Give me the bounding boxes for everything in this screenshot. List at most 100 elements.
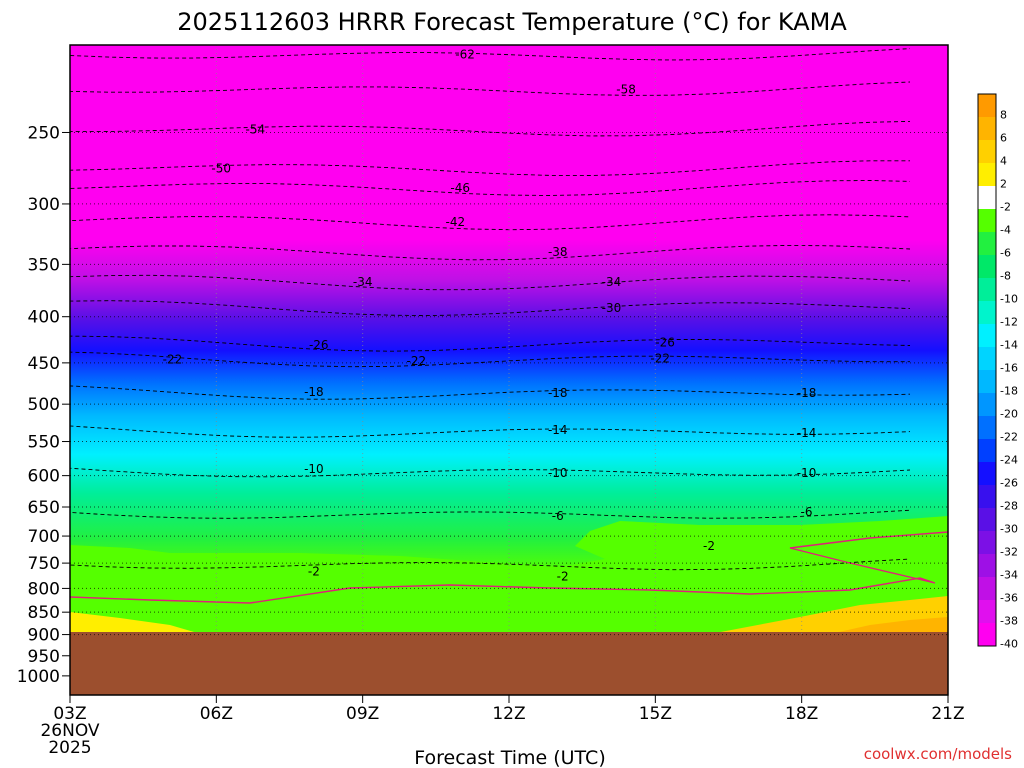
colorbar-label: -38: [1000, 615, 1018, 628]
contour-label: -2: [557, 569, 569, 583]
colorbar-swatch: [978, 600, 996, 623]
colorbar-swatch: [978, 439, 996, 462]
x-tick-label: 09Z: [346, 704, 379, 724]
contour-label: -14: [548, 423, 568, 437]
contour-labels: -62 -58 -54 -50 -46 -42 -38 -34 -34 -30 -26 -26 -22 -…: [163, 48, 817, 584]
colorbar-swatch: [978, 163, 996, 186]
colorbar-swatch: [978, 94, 996, 117]
y-tick-label: 250: [28, 123, 60, 143]
x-tick-label: 03Z: [53, 704, 86, 724]
x-tick-label: 18Z: [785, 704, 818, 724]
contour-label: -26: [655, 335, 675, 349]
contour-label: -26: [309, 338, 329, 352]
x-tick-label: 06Z: [200, 704, 233, 724]
x-axis: 03Z 06Z 09Z 12Z 15Z 18Z 21Z: [53, 695, 965, 724]
contour-label: -34: [353, 275, 373, 289]
colorbar-swatch: [978, 140, 996, 163]
chart-title: 2025112603 HRRR Forecast Temperature (°C…: [177, 8, 847, 36]
colorbar-swatch: [978, 623, 996, 646]
contour-label: -6: [801, 505, 813, 519]
colorbar-swatch: [978, 393, 996, 416]
colorbar-swatch: [978, 416, 996, 439]
contour-label: -2: [703, 539, 715, 553]
colorbar-label: -10: [1000, 293, 1018, 306]
colorbar-label: 6: [1000, 132, 1007, 145]
colorbar-label: -34: [1000, 569, 1018, 582]
colorbar-swatch: [978, 186, 996, 209]
colorbar-label: -2: [1000, 201, 1011, 214]
colorbar-swatch: [978, 485, 996, 508]
contour-label: -58: [616, 82, 636, 96]
y-tick-label: 1000: [17, 667, 60, 687]
contour-line: [69, 300, 911, 317]
y-tick-label: 500: [28, 395, 60, 415]
colorbar-label: -6: [1000, 247, 1011, 260]
contour-label: -46: [450, 181, 470, 195]
y-tick-label: 750: [28, 554, 60, 574]
contour-label: -18: [548, 386, 568, 400]
colorbar-label: -40: [1000, 638, 1018, 651]
contour-line: [69, 48, 911, 61]
warm-layer-left: [70, 612, 194, 632]
contour-label: -10: [797, 466, 817, 480]
contour-label: -6: [552, 509, 564, 523]
contour-line: [69, 120, 911, 137]
plot-area: -62 -58 -54 -50 -46 -42 -38 -34 -34 -30 -26 -26 -22 -…: [69, 44, 949, 696]
colorbar-swatch: [978, 508, 996, 531]
colorbar-swatch: [978, 278, 996, 301]
colorbar-swatch: [978, 324, 996, 347]
contour-line: [69, 160, 910, 176]
colorbar-label: 4: [1000, 155, 1007, 168]
y-axis: 250 300 350 400 450 500 550 600 650 700 750 800 850 9…: [17, 123, 70, 687]
contour-label: -18: [304, 385, 324, 399]
colorbar-swatch: [978, 232, 996, 255]
contour-line: [69, 425, 911, 438]
contour-line: [69, 274, 911, 291]
contour-label: -22: [163, 352, 183, 366]
contour-line: [69, 180, 911, 196]
contour-label: -2: [308, 564, 320, 578]
colorbar-label: -20: [1000, 408, 1018, 421]
y-tick-label: 950: [28, 647, 60, 667]
x-date-line2: 2025: [48, 738, 91, 758]
contour-line: [69, 465, 911, 478]
colorbar-swatch: [978, 347, 996, 370]
colorbar-swatch: [978, 554, 996, 577]
contour-label: -38: [548, 245, 568, 259]
y-tick-label: 300: [28, 195, 60, 215]
contour-label: -54: [246, 122, 266, 136]
x-tick-label: 21Z: [931, 704, 964, 724]
colorbar-label: -24: [1000, 454, 1018, 467]
colorbar-frame: [977, 93, 997, 647]
y-tick-label: 800: [28, 579, 60, 599]
colorbar-swatch: [978, 462, 996, 485]
freezing-line: [69, 531, 949, 604]
y-tick-label: 550: [28, 433, 60, 453]
contour-label: -42: [446, 215, 466, 229]
colorbar-label: -4: [1000, 224, 1011, 237]
x-axis-label: Forecast Time (UTC): [414, 747, 605, 768]
contour-label: -10: [304, 462, 324, 476]
contour-label: -62: [455, 48, 475, 62]
y-tick-label: 450: [28, 354, 60, 374]
y-tick-label: 700: [28, 527, 60, 547]
y-tick-label: 350: [28, 255, 60, 275]
colorbar-swatch: [978, 370, 996, 393]
y-tick-label: 900: [28, 626, 60, 646]
x-tick-label: 12Z: [492, 704, 525, 724]
colorbar-swatch: [978, 301, 996, 324]
colorbar-swatch: [978, 255, 996, 278]
colorbar-label: 2: [1000, 178, 1007, 191]
colorbar: 8 6 4 2 -2 -4 -6 -8 -10 -12 -14 -16 -18 -20 -22 -24 -26 -…: [977, 93, 1018, 651]
colorbar-swatch: [978, 209, 996, 232]
contour-label: -50: [211, 161, 231, 175]
warm-layer-right-core: [830, 617, 948, 634]
colorbar-swatch: [978, 531, 996, 554]
contour-line: [69, 335, 911, 352]
y-tick-label: 850: [28, 603, 60, 623]
contour-label: -22: [407, 354, 427, 368]
contour-label: -30: [602, 301, 622, 315]
contour-line: [69, 385, 911, 400]
colorbar-label: -16: [1000, 362, 1018, 375]
